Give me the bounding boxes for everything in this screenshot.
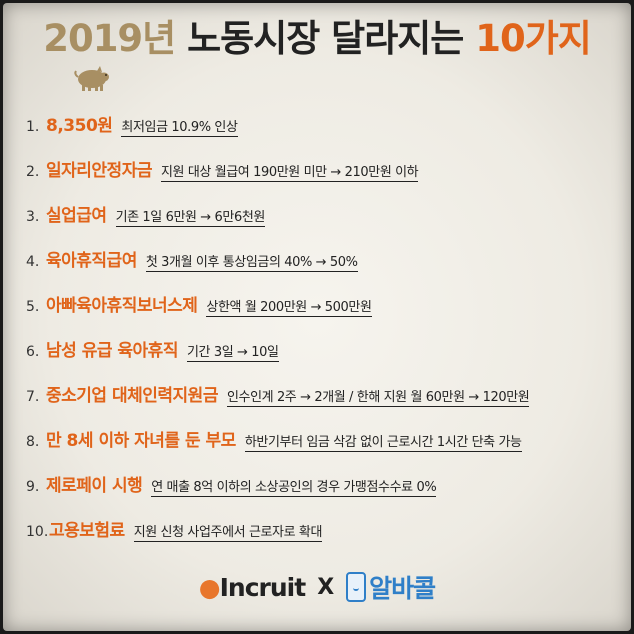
pig-icon — [74, 66, 109, 91]
item-number: 3. — [26, 209, 40, 225]
phone-icon — [346, 572, 367, 602]
list-item: 9. 제로페이 시행 연 매출 8억 이하의 소상공인의 경우 가맹점수수료 0… — [26, 471, 437, 499]
item-description: 상한액 월 200만원 → 500만원 — [206, 300, 372, 317]
albacall-logo: 알바콜 — [346, 569, 436, 605]
list-item: 6. 남성 유급 육아휴직 기간 3일 → 10일 — [26, 336, 279, 364]
item-number: 8. — [26, 434, 40, 450]
page-title: 2019년 노동시장 달라지는 10가지 — [3, 17, 631, 61]
list-item: 5. 아빠육아휴직보너스제 상한액 월 200만원 → 500만원 — [26, 291, 372, 319]
item-description: 지원 신청 사업주에서 근로자로 확대 — [133, 525, 323, 542]
item-number: 9. — [26, 479, 40, 495]
list-item: 8. 만 8세 이하 자녀를 둔 부모 하반기부터 임금 삭감 없이 근로시간 … — [26, 426, 522, 454]
item-number: 4. — [26, 254, 40, 270]
item-description: 하반기부터 임금 삭감 없이 근로시간 1시간 단축 가능 — [244, 435, 522, 452]
item-number: 10. — [26, 524, 49, 540]
albacall-logo-text: 알바콜 — [369, 574, 436, 603]
title-count: 10가지 — [475, 17, 592, 60]
item-description: 최저임금 10.9% 인상 — [121, 120, 238, 137]
item-title: 남성 유급 육아휴직 — [46, 341, 178, 361]
infographic-card: 2019년 노동시장 달라지는 10가지 1. 8,350원 최저임금 10.9… — [3, 3, 631, 631]
item-number: 1. — [26, 119, 40, 135]
incruit-logo: ●Incruit — [198, 572, 307, 602]
item-title: 제로페이 시행 — [46, 476, 143, 496]
list-item: 3. 실업급여 기존 1일 6만원 → 6만6천원 — [26, 201, 265, 229]
title-year: 2019년 — [43, 17, 176, 60]
item-title: 육아휴직급여 — [46, 251, 137, 271]
list-item: 10. 고용보험료 지원 신청 사업주에서 근로자로 확대 — [26, 516, 322, 544]
list-item: 7. 중소기업 대체인력지원금 인수인계 2주 → 2개월 / 한해 지원 월 … — [26, 381, 530, 409]
footer-logos: ●Incruit X 알바콜 — [3, 569, 631, 605]
title-main: 노동시장 달라지는 — [187, 17, 464, 60]
item-number: 6. — [26, 344, 40, 360]
item-title: 아빠육아휴직보너스제 — [46, 296, 198, 316]
item-number: 5. — [26, 299, 40, 315]
item-title: 중소기업 대체인력지원금 — [46, 386, 218, 406]
item-title: 일자리안정자금 — [46, 161, 152, 181]
logo-separator: X — [317, 574, 335, 600]
item-title: 8,350원 — [46, 116, 113, 136]
incruit-logo-text: Incruit — [219, 572, 307, 602]
item-number: 7. — [26, 389, 40, 405]
item-number: 2. — [26, 164, 40, 180]
item-description: 첫 3개월 이후 통상임금의 40% → 50% — [145, 255, 358, 272]
item-description: 인수인계 2주 → 2개월 / 한해 지원 월 60만원 → 120만원 — [226, 390, 530, 407]
item-title: 만 8세 이하 자녀를 둔 부모 — [46, 431, 236, 451]
list-item: 2. 일자리안정자금 지원 대상 월급여 190만원 미만 → 210만원 이하 — [26, 156, 419, 184]
incruit-logo-mark-icon: ● — [198, 572, 221, 602]
item-description: 기존 1일 6만원 → 6만6천원 — [115, 210, 265, 227]
item-description: 기간 3일 → 10일 — [186, 345, 279, 362]
item-title: 실업급여 — [46, 206, 107, 226]
item-description: 지원 대상 월급여 190만원 미만 → 210만원 이하 — [160, 165, 419, 182]
list-item: 1. 8,350원 최저임금 10.9% 인상 — [26, 111, 238, 139]
item-title: 고용보험료 — [49, 521, 125, 541]
list-item: 4. 육아휴직급여 첫 3개월 이후 통상임금의 40% → 50% — [26, 246, 358, 274]
item-description: 연 매출 8억 이하의 소상공인의 경우 가맹점수수료 0% — [151, 480, 437, 497]
